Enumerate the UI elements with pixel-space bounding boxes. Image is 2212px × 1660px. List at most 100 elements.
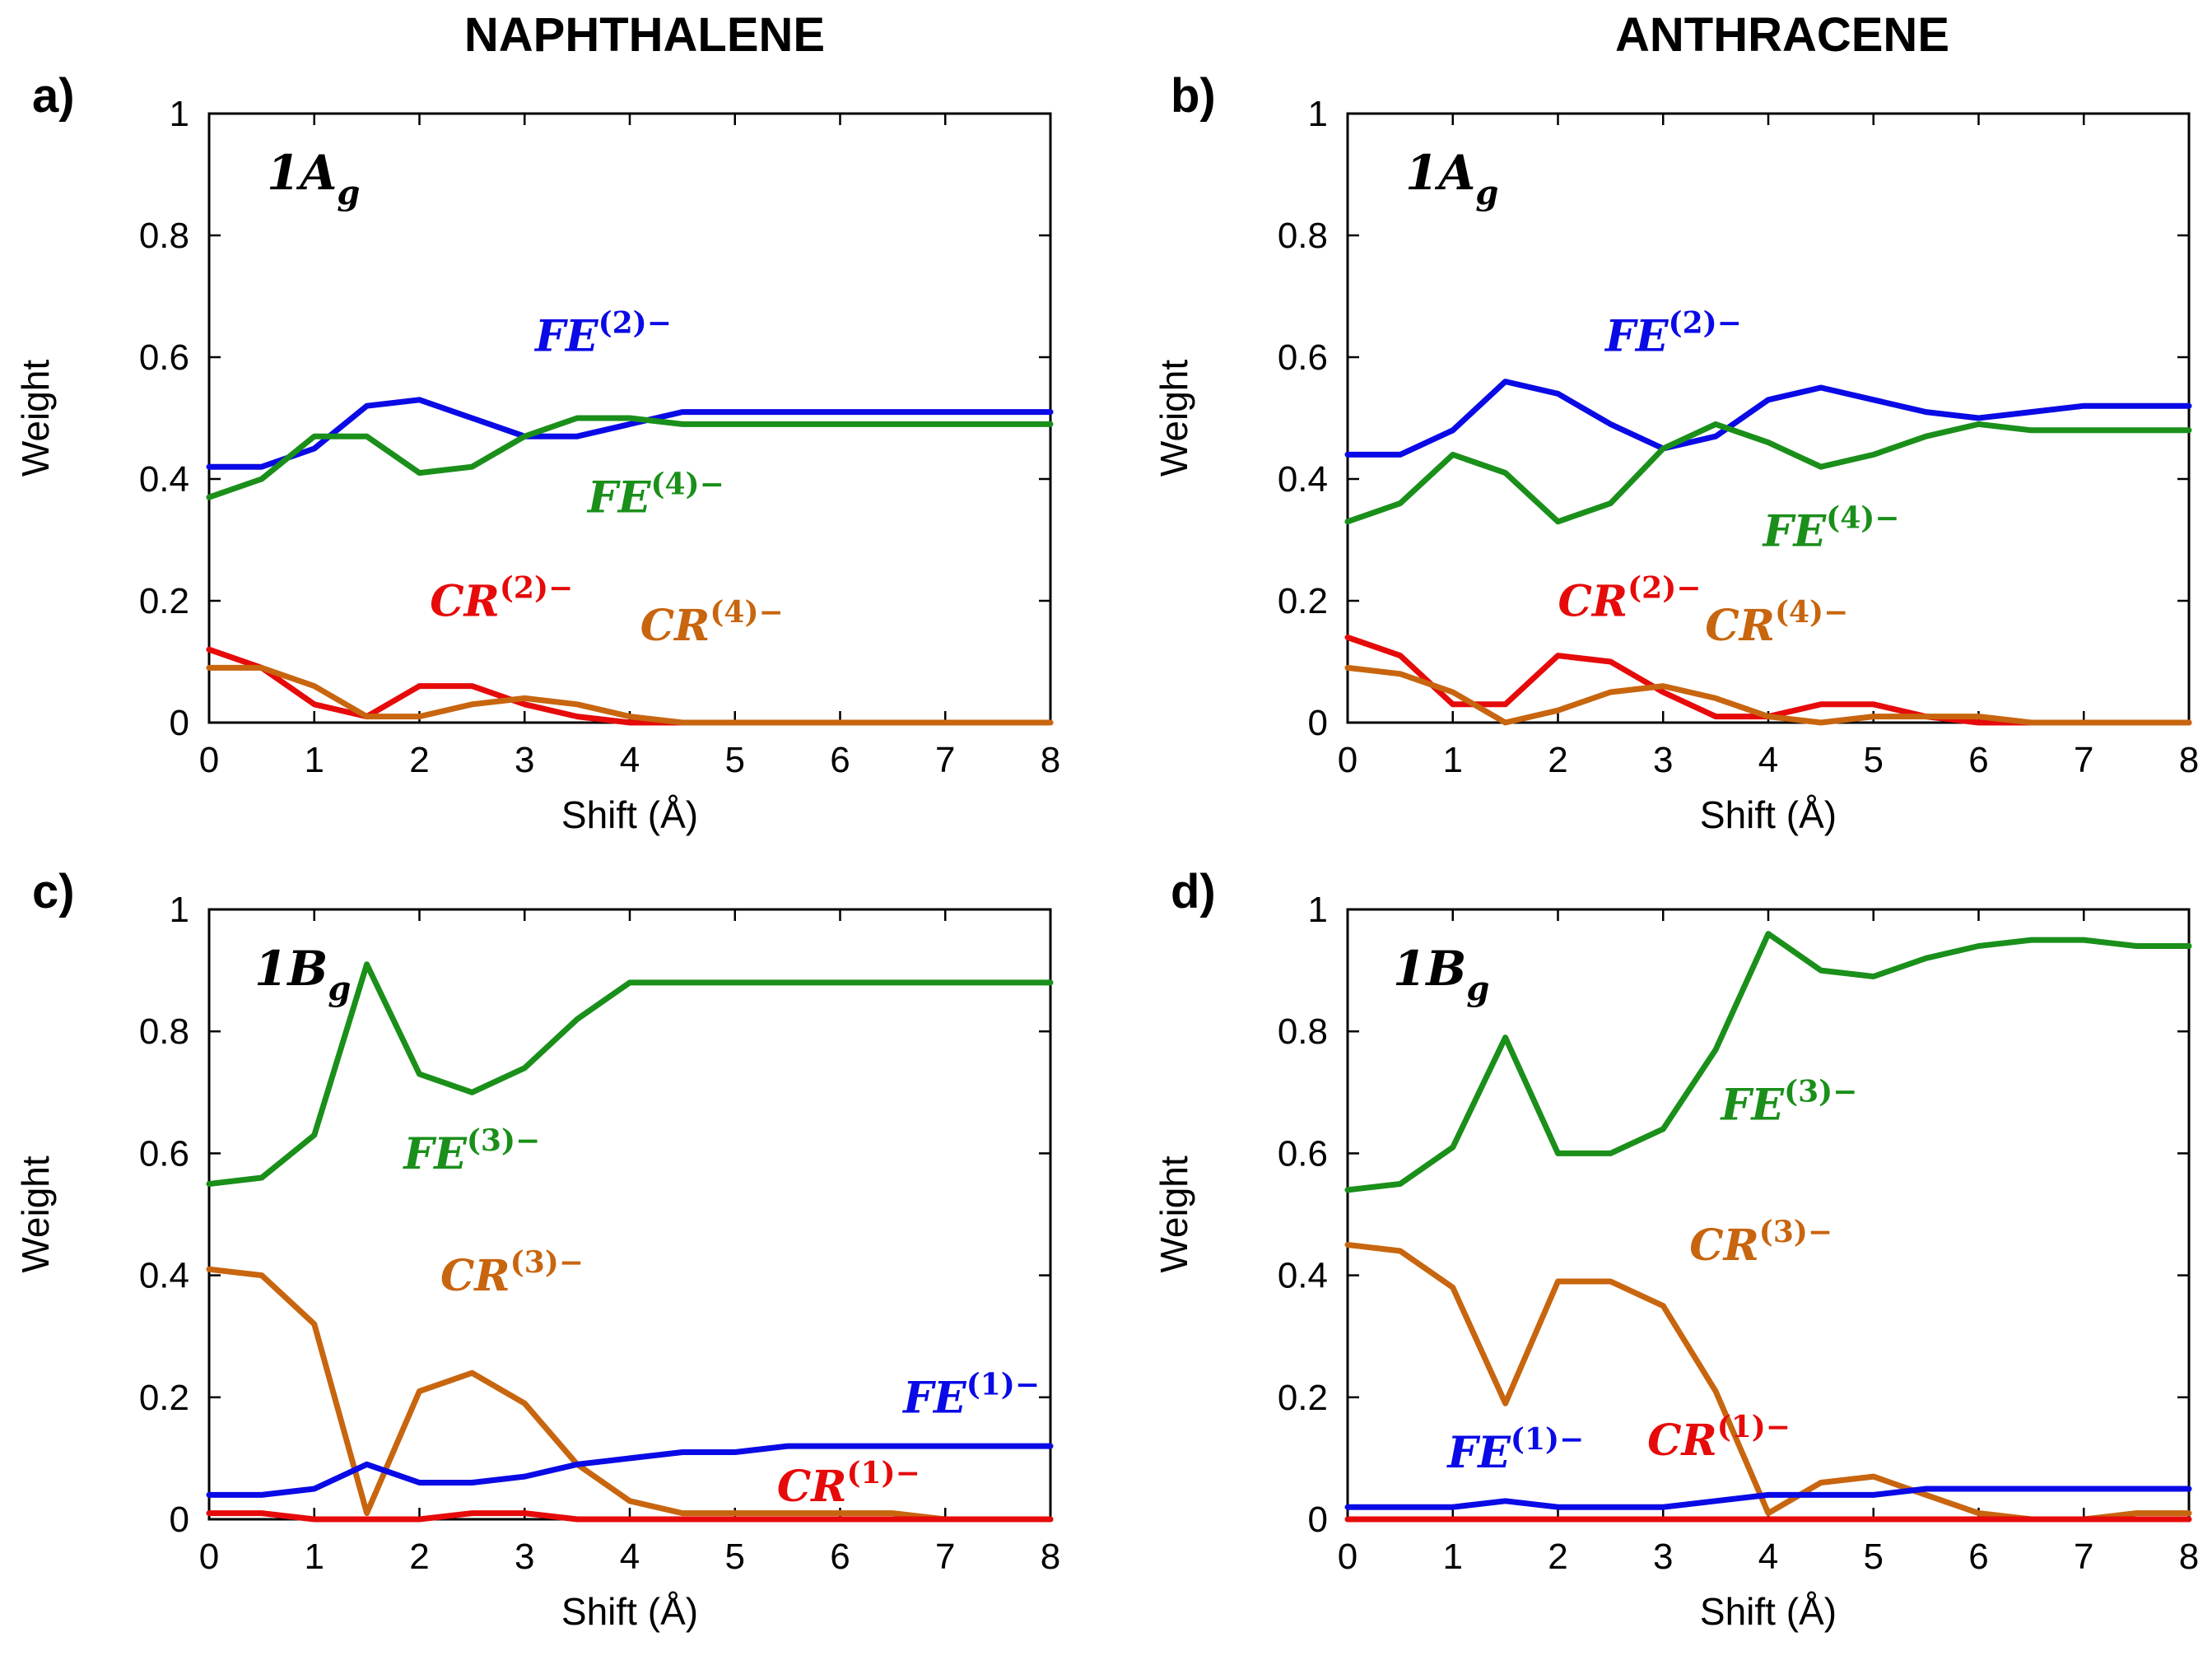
y-tick-label: 0.2	[139, 581, 189, 621]
series-label-superscript: (4)−	[710, 595, 783, 630]
y-axis-label: Weight	[14, 1155, 57, 1273]
state-label-subscript: g	[337, 174, 360, 212]
series-label-fe4: FE(4)−	[1762, 500, 1900, 556]
series-line-fe4	[206, 415, 1054, 500]
y-axis-label: Weight	[1153, 1155, 1195, 1273]
series-label-fe1: FE(1)−	[1446, 1422, 1584, 1478]
series-line-cr4	[206, 664, 1054, 726]
state-label-base: 1B	[1393, 941, 1466, 997]
x-tick-label: 3	[515, 740, 534, 780]
series-label-base: CR	[777, 1462, 847, 1512]
y-tick-label: 0	[170, 703, 189, 743]
y-tick-label: 0.8	[1278, 1011, 1328, 1052]
state-label-subscript: g	[328, 969, 351, 1008]
x-tick-label: 8	[2179, 1537, 2199, 1577]
y-tick-label: 1	[1308, 890, 1328, 930]
series-label-cr4: CR(4)−	[1705, 595, 1848, 651]
y-tick-label: 0.2	[1278, 581, 1328, 621]
series-label-fe2: FE(2)−	[1604, 306, 1742, 362]
column-title-anthracene: ANTHRACENE	[1615, 8, 1949, 62]
x-tick-label: 4	[620, 1537, 640, 1577]
x-tick-label: 4	[1758, 740, 1778, 780]
series-line-fe3	[206, 961, 1054, 1187]
series-label-cr3: CR(3)−	[440, 1245, 584, 1301]
state-label-base: 1A	[267, 145, 337, 201]
series-label-base: CR	[640, 601, 710, 651]
x-tick-label: 3	[515, 1537, 534, 1577]
y-tick-label: 0.4	[1278, 459, 1328, 500]
state-label: 1Ag	[267, 145, 360, 212]
series-label-superscript: (1)−	[966, 1367, 1040, 1402]
series-label-fe4: FE(4)−	[586, 467, 724, 523]
series-label-superscript: (2)−	[598, 306, 672, 341]
panel-b: 0 1 2 3 4 5 6 7 8 0 0.2 0.4 0.6 0.8 1 Shift (Å) Weight b)…	[1153, 69, 2199, 836]
y-tick-label: 1	[170, 890, 189, 930]
x-tick-label: 0	[199, 740, 219, 780]
series-label-cr2: CR(2)−	[430, 571, 573, 627]
x-tick-label: 4	[620, 740, 640, 780]
y-tick-label: 0.6	[1278, 1133, 1328, 1174]
x-tick-label: 2	[409, 740, 429, 780]
series-label-fe3: FE(3)−	[1720, 1075, 1858, 1131]
series-label-superscript: (4)−	[650, 467, 724, 502]
y-tick-label: 0.4	[139, 1256, 189, 1296]
x-tick-label: 1	[305, 1537, 324, 1577]
series-label-superscript: (1)−	[846, 1456, 920, 1490]
y-tick-label: 0.6	[139, 1133, 189, 1174]
series-label-base: CR	[440, 1251, 510, 1301]
x-tick-label: 3	[1653, 1537, 1673, 1577]
x-tick-label: 5	[1864, 1537, 1884, 1577]
series-line-fe2	[206, 397, 1054, 470]
series-label-base: FE	[1720, 1081, 1786, 1131]
series-label-base: FE	[533, 312, 599, 362]
panel-d: 0 1 2 3 4 5 6 7 8 0 0.2 0.4 0.6 0.8 1 Shift (Å) Weight d)…	[1153, 865, 2199, 1633]
series-line-cr4	[1344, 664, 2192, 726]
state-label-base: 1A	[1405, 145, 1475, 201]
x-tick-label: 3	[1653, 740, 1673, 780]
y-tick-label: 0.2	[139, 1378, 189, 1418]
y-tick-label: 0.8	[139, 216, 189, 256]
x-axis-label: Shift (Å)	[1700, 793, 1837, 836]
y-tick-label: 0.6	[139, 337, 189, 378]
x-tick-label: 7	[2074, 740, 2093, 780]
x-tick-label: 6	[830, 1537, 850, 1577]
y-tick-label: 0	[1308, 1500, 1328, 1540]
series-label-base: CR	[1558, 577, 1628, 627]
series-label-superscript: (1)−	[1717, 1410, 1791, 1444]
series-line-fe1	[1344, 1486, 2192, 1510]
series-label-base: FE	[1446, 1428, 1511, 1478]
x-tick-label: 4	[1758, 1537, 1778, 1577]
x-tick-label: 7	[935, 1537, 955, 1577]
series-line-cr1	[206, 1510, 1054, 1523]
y-tick-label: 0.6	[1278, 337, 1328, 378]
x-tick-label: 7	[935, 740, 955, 780]
series-label-base: CR	[1705, 601, 1775, 651]
x-tick-label: 5	[725, 740, 745, 780]
panel-letter: b)	[1171, 69, 1216, 123]
series-label-superscript: (3)−	[1784, 1075, 1857, 1109]
x-tick-label: 8	[1041, 740, 1060, 780]
panel-letter: a)	[32, 69, 75, 123]
panel-letter: c)	[32, 865, 75, 918]
x-tick-label: 2	[1548, 740, 1567, 780]
state-label-base: 1B	[254, 941, 328, 997]
series-line-fe3	[1344, 931, 2192, 1193]
series-line-fe4	[1344, 421, 2192, 525]
y-tick-label: 0.4	[139, 459, 189, 500]
x-tick-label: 0	[1338, 1537, 1357, 1577]
x-tick-label: 6	[1968, 1537, 1988, 1577]
series-label-superscript: (3)−	[467, 1123, 540, 1158]
y-tick-label: 0.4	[1278, 1256, 1328, 1296]
x-tick-label: 2	[1548, 1537, 1567, 1577]
x-tick-label: 1	[305, 740, 324, 780]
series-label-fe2: FE(2)−	[533, 306, 672, 362]
y-axis-label: Weight	[14, 360, 57, 477]
series-label-base: FE	[1762, 506, 1828, 556]
series-label-fe3: FE(3)−	[402, 1123, 540, 1179]
series-label-superscript: (1)−	[1511, 1422, 1584, 1457]
series-label-base: CR	[1647, 1416, 1717, 1466]
y-tick-label: 0.8	[139, 1011, 189, 1052]
y-tick-label: 0.2	[1278, 1378, 1328, 1418]
state-label: 1Bg	[254, 941, 351, 1008]
